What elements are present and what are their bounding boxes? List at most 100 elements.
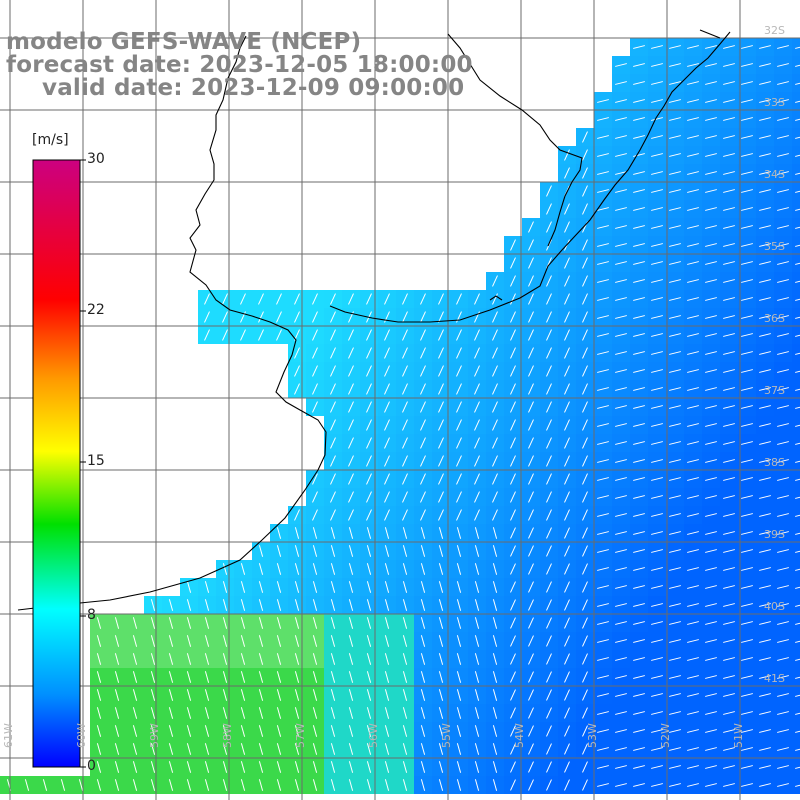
wind-arrow (597, 459, 609, 463)
wind-arrow (222, 779, 228, 791)
wind-arrow (564, 473, 570, 485)
wind-arrow (723, 495, 735, 499)
wind-arrow (651, 405, 663, 409)
wind-arrow (651, 45, 663, 49)
wind-arrow (186, 779, 192, 791)
wind-arrow (330, 329, 336, 341)
wind-arrow (528, 689, 534, 701)
wind-arrow (741, 279, 753, 283)
latitude-label: 39S (764, 528, 785, 541)
wind-arrow (456, 779, 462, 791)
wind-arrow (597, 549, 609, 553)
wind-arrow (669, 513, 681, 517)
wind-arrow (615, 747, 627, 751)
wind-arrow (633, 387, 645, 391)
wind-arrow (492, 329, 498, 341)
wind-arrow (438, 671, 444, 683)
wind-arrow (258, 743, 264, 755)
wind-arrow (669, 387, 681, 391)
wind-arrow (615, 765, 627, 769)
wind-arrow (510, 347, 516, 359)
wind-arrow (294, 293, 300, 305)
wind-arrow (582, 239, 588, 251)
wind-arrow (510, 383, 516, 395)
wind-arrow (240, 779, 246, 791)
wind-arrow (276, 653, 282, 665)
wind-arrow (723, 477, 735, 481)
wind-arrow (687, 477, 699, 481)
wind-arrow (384, 329, 390, 341)
wind-arrow (402, 599, 408, 611)
wind-arrow (597, 297, 609, 301)
wind-arrow (546, 383, 552, 395)
wind-arrow (312, 653, 318, 665)
wind-arrow (96, 689, 102, 701)
wind-arrow (402, 563, 408, 575)
wind-arrow (438, 527, 444, 539)
wind-arrow (510, 689, 516, 701)
wind-arrow (420, 635, 426, 647)
wind-arrow (741, 207, 753, 211)
wind-arrow (795, 136, 800, 139)
wind-arrow (240, 581, 246, 593)
wind-arrow (330, 419, 336, 431)
wind-arrow (705, 531, 717, 535)
wind-arrow (597, 585, 609, 589)
wind-arrow (741, 171, 753, 175)
wind-arrow (402, 671, 408, 683)
wind-arrow (777, 243, 789, 247)
wind-arrow (330, 653, 336, 665)
wind-arrow (669, 549, 681, 553)
wind-arrow (741, 333, 753, 337)
wind-arrow (186, 635, 192, 647)
wind-arrow (456, 707, 462, 719)
wind-arrow (438, 563, 444, 575)
wind-arrow (420, 437, 426, 449)
wind-arrow (777, 585, 789, 589)
wind-arrow (528, 563, 534, 575)
wind-speed-cell (792, 596, 800, 614)
wind-arrow (582, 599, 588, 611)
wind-arrow (276, 635, 282, 647)
wind-arrow (759, 585, 771, 589)
wind-arrow (474, 581, 480, 593)
wind-arrow (597, 621, 609, 625)
wind-arrow (615, 99, 627, 103)
wind-arrow (795, 424, 800, 427)
wind-arrow (510, 365, 516, 377)
wind-arrow (366, 653, 372, 665)
wind-arrow (582, 149, 588, 161)
wind-arrow (474, 545, 480, 557)
wind-arrow (402, 581, 408, 593)
wind-arrow (348, 527, 354, 539)
wind-arrow (294, 653, 300, 665)
colorbar-tick-label: 15 (87, 453, 105, 469)
wind-speed-cell (792, 218, 800, 236)
wind-arrow (240, 635, 246, 647)
wind-arrow (615, 729, 627, 733)
wind-arrow (78, 779, 84, 791)
wind-arrow (384, 383, 390, 395)
wind-arrow (330, 725, 336, 737)
wind-arrow (150, 779, 156, 791)
wind-arrow (276, 311, 282, 323)
wind-arrow (723, 657, 735, 661)
wind-arrow (276, 617, 282, 629)
latitude-label: 37S (764, 384, 785, 397)
wind-arrow (456, 599, 462, 611)
wind-arrow (741, 423, 753, 427)
wind-arrow (420, 545, 426, 557)
wind-arrow (705, 711, 717, 715)
wind-arrow (705, 207, 717, 211)
wind-arrow (741, 81, 753, 85)
wind-arrow (777, 675, 789, 679)
wind-arrow (312, 743, 318, 755)
wind-arrow (474, 743, 480, 755)
wind-arrow (651, 747, 663, 751)
wind-arrow (348, 383, 354, 395)
wind-arrow (330, 509, 336, 521)
wind-arrow (597, 693, 609, 697)
wind-arrow (510, 743, 516, 755)
wind-arrow (510, 275, 516, 287)
wind-arrow (564, 743, 570, 755)
